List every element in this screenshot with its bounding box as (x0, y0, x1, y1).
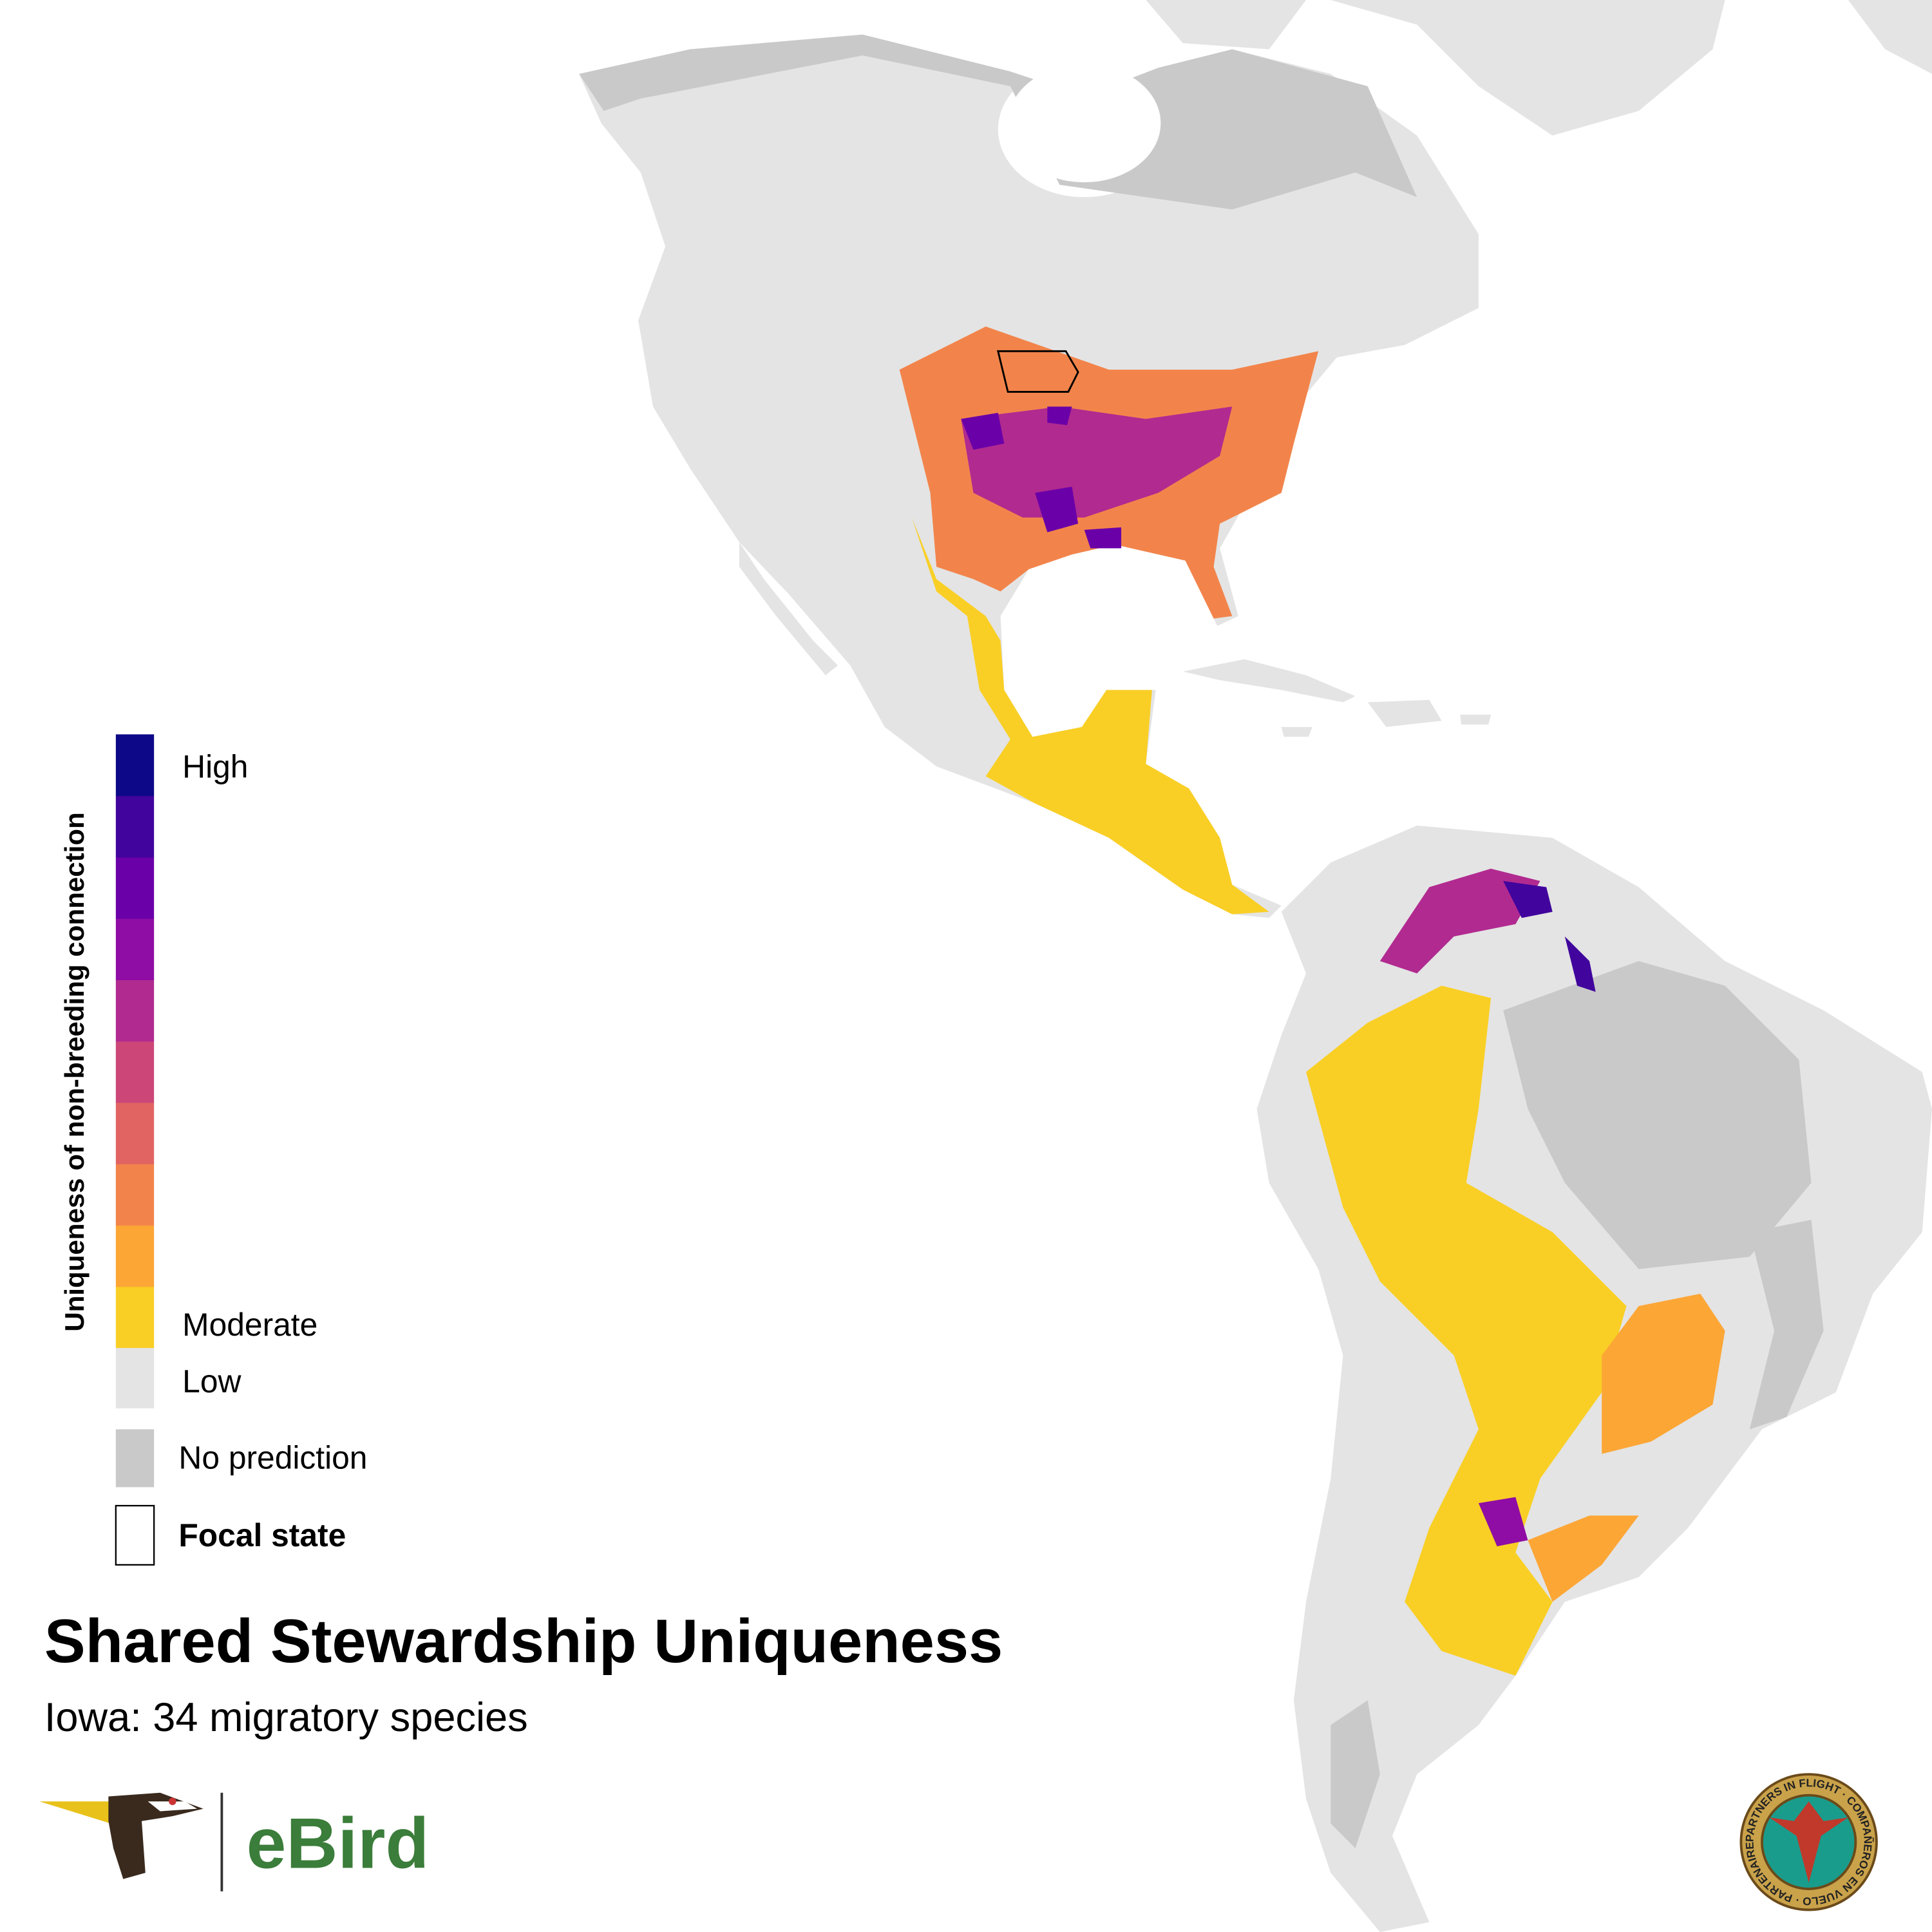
arctic-island (1848, 0, 1932, 74)
northeast-brazil-no-prediction (1749, 1220, 1824, 1430)
legend-focal-swatch (115, 1504, 155, 1566)
legend-bin (115, 857, 155, 919)
us-magenta (961, 406, 1233, 518)
jamaica (1281, 726, 1312, 737)
hispaniola (1367, 699, 1442, 727)
legend-bin (115, 1164, 155, 1226)
us-moderate (911, 517, 1269, 914)
legend-focal-label: Focal state (178, 1517, 346, 1553)
legend-title: Uniqueness of non-breeding connection (59, 812, 90, 1332)
ebird-wordmark: eBird (247, 1804, 430, 1884)
amazon-no-prediction (1503, 961, 1812, 1269)
baja-california (739, 542, 838, 676)
ebird-logo: eBird (39, 1792, 430, 1891)
legend-no-prediction-label: No prediction (178, 1440, 367, 1476)
venezuela-magenta (1379, 868, 1540, 974)
hudson-bay (1008, 64, 1161, 183)
legend-bin (115, 734, 155, 797)
chaco-purple (1478, 1497, 1528, 1547)
northern-no-prediction (579, 34, 1417, 210)
legend-bin (115, 1286, 155, 1349)
title: Shared Stewardship Uniqueness (44, 1607, 1003, 1676)
puerto-rico (1460, 714, 1492, 724)
greenland (1331, 0, 1725, 136)
focal-state-outline (996, 350, 1079, 393)
cuba (1182, 659, 1356, 703)
legend-bin (115, 1225, 155, 1287)
legend-no-prediction-swatch (115, 1429, 155, 1488)
legend-low-label: Low (182, 1363, 242, 1399)
arctic-island (1146, 0, 1307, 50)
us-purple (961, 406, 1122, 549)
legend-scale (115, 734, 155, 1349)
legend-bin (115, 1102, 155, 1164)
brazil-orange (1602, 1293, 1725, 1454)
legend-bin (115, 980, 155, 1042)
subtitle: Iowa: 34 migratory species (44, 1695, 528, 1740)
legend-low-swatch (115, 1348, 155, 1408)
legend-bin (115, 918, 155, 981)
legend-moderate-label: Moderate (182, 1307, 317, 1343)
andes-moderate (1306, 985, 1627, 1676)
legend-bin (115, 1041, 155, 1103)
venezuela-purple (1503, 880, 1596, 992)
brazil-south-orange (1528, 1515, 1639, 1602)
legend-high-label: High (182, 748, 248, 784)
legend-bin (115, 795, 155, 858)
